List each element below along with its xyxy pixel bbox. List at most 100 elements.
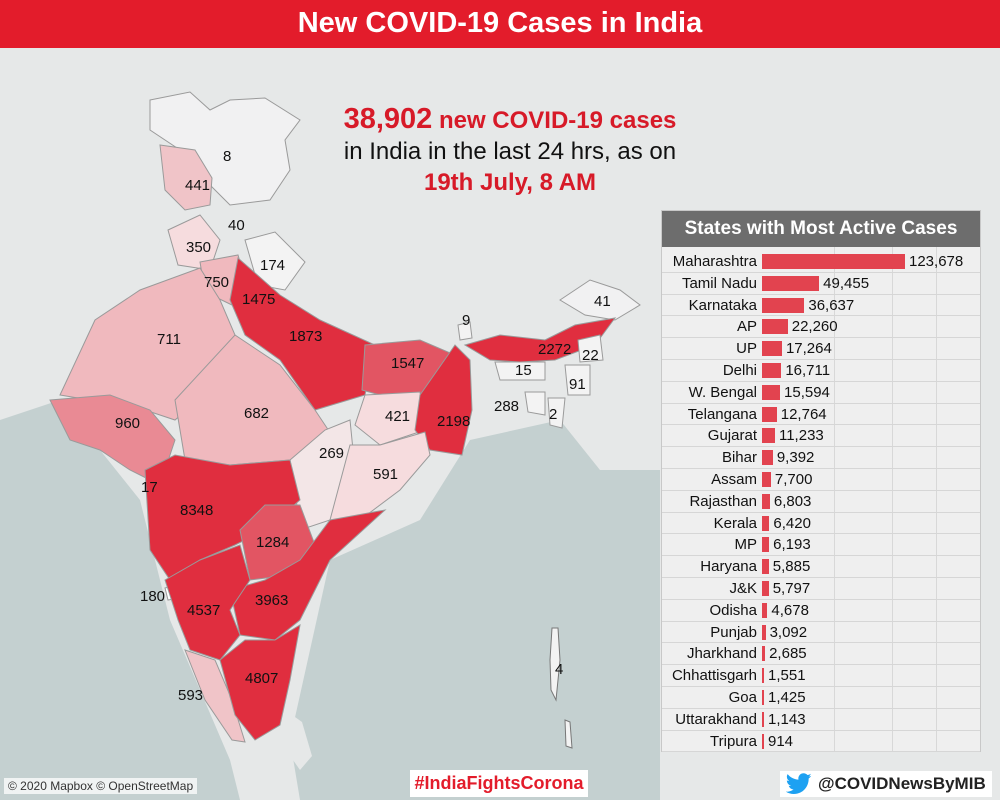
map-label: 350 — [186, 239, 212, 256]
row-divider — [662, 337, 980, 339]
row-state-name: Chhattisgarh — [671, 667, 757, 685]
state-meghalaya — [494, 361, 546, 381]
row-state-name: J&K — [729, 580, 757, 597]
active-cases-row: W. Bengal 15,594 — [662, 382, 980, 404]
row-state-name: Punjab — [710, 623, 757, 641]
active-cases-row: UP 17,264 — [662, 338, 980, 360]
row-divider — [662, 685, 980, 687]
row-bar — [762, 319, 788, 335]
map-label: 1547 — [391, 355, 425, 372]
bay-of-bengal — [290, 420, 660, 800]
active-cases-row: Jharkhand 2,685 — [662, 643, 980, 666]
active-cases-row: Chhattisgarh 1,551 — [662, 665, 980, 687]
map-label: 2198 — [437, 413, 471, 430]
map-label: 421 — [385, 408, 411, 425]
row-value: 2,685 — [769, 645, 807, 663]
row-value: 16,711 — [785, 362, 831, 379]
twitter-handle[interactable]: @COVIDNewsByMIB — [818, 774, 986, 793]
state-kerala — [184, 649, 246, 743]
map-label: 269 — [319, 445, 345, 462]
row-value: 6,420 — [773, 514, 811, 532]
active-cases-row: Odisha 4,678 — [662, 600, 980, 622]
row-bar — [762, 537, 770, 553]
row-state-name: Haryana — [700, 558, 757, 576]
map-label: 15 — [515, 362, 532, 379]
row-bar — [762, 690, 764, 705]
row-divider — [662, 707, 980, 709]
grid-line — [936, 247, 937, 751]
grid-line — [892, 247, 893, 751]
map-label: 8348 — [180, 502, 214, 519]
row-bar — [762, 384, 781, 400]
row-bar — [762, 733, 764, 749]
map-label: 4807 — [245, 670, 279, 687]
row-state-name: Assam — [711, 471, 757, 488]
nicobar-islands — [564, 719, 573, 749]
header-banner: New COVID-19 Cases in India — [0, 0, 1000, 48]
active-cases-row: Punjab 3,092 — [662, 622, 980, 644]
map-label: 4 — [555, 661, 564, 678]
state-punjab — [167, 214, 221, 271]
row-divider — [662, 576, 980, 578]
state-sikkim — [457, 321, 473, 341]
row-value: 17,264 — [785, 340, 832, 358]
row-bar — [762, 493, 770, 509]
row-bar — [762, 581, 769, 596]
row-bar — [762, 363, 782, 378]
map-label: 441 — [185, 177, 211, 194]
row-bar — [762, 559, 769, 575]
new-cases-count: 38,902 — [343, 103, 433, 135]
row-state-name: Bihar — [721, 449, 757, 467]
active-cases-row: Tripura 914 — [662, 731, 980, 753]
row-bar — [762, 602, 768, 618]
row-bar — [762, 297, 805, 313]
active-cases-row: Delhi 16,711 — [662, 360, 980, 382]
active-cases-row: Maharashtra 123,678 — [662, 251, 980, 273]
headline: 38,902 new COVID-19 cases in India in th… — [280, 104, 740, 198]
row-state-name: W. Bengal — [688, 383, 757, 401]
map-attribution[interactable]: © 2020 Mapbox © OpenStreetMap — [4, 778, 198, 794]
map-label: 17 — [141, 479, 158, 496]
row-value: 1,143 — [768, 710, 806, 728]
map-label: 750 — [204, 274, 230, 291]
row-divider — [662, 293, 980, 295]
row-state-name: MP — [734, 536, 758, 554]
map-label: 41 — [594, 293, 611, 310]
row-bar — [762, 646, 766, 662]
active-cases-row: Uttarakhand 1,143 — [662, 709, 980, 731]
headline-cases-text: new COVID-19 cases — [438, 107, 677, 134]
state-assam — [463, 317, 617, 363]
map-label: 1873 — [289, 328, 323, 345]
row-value: 49,455 — [823, 274, 870, 292]
row-value: 15,594 — [784, 383, 830, 401]
row-value: 5,885 — [772, 558, 811, 576]
active-cases-row: Tamil Nadu 49,455 — [662, 273, 980, 295]
row-state-name: Delhi — [722, 362, 757, 379]
grid-line — [834, 247, 835, 751]
row-value: 4,678 — [771, 601, 809, 619]
headline-date: 19th July, 8 AM — [423, 169, 597, 196]
active-cases-row: Haryana 5,885 — [662, 556, 980, 578]
active-cases-row: Karnataka 36,637 — [662, 295, 980, 317]
row-value: 11,233 — [778, 427, 824, 445]
row-state-name: Goa — [728, 689, 757, 706]
page-title: New COVID-19 Cases in India — [297, 7, 703, 39]
row-state-name: Maharashtra — [672, 253, 757, 270]
row-divider — [662, 664, 980, 666]
row-value: 6,193 — [773, 536, 811, 554]
map-label: 288 — [494, 398, 520, 415]
active-cases-row: Kerala 6,420 — [662, 513, 980, 535]
map-label: 8 — [223, 148, 232, 165]
map-label: 2 — [549, 406, 558, 423]
row-value: 9,392 — [776, 449, 815, 467]
hashtag: #IndiaFightsCorona — [410, 770, 588, 797]
row-state-name: UP — [736, 340, 757, 358]
row-state-name: Karnataka — [688, 296, 757, 314]
row-bar — [762, 406, 777, 422]
row-value: 5,797 — [772, 580, 811, 597]
andaman-islands — [549, 627, 561, 702]
row-value: 36,637 — [808, 296, 855, 314]
row-divider — [662, 271, 980, 273]
row-value: 1,551 — [768, 667, 806, 685]
row-state-name: Odisha — [709, 601, 757, 619]
